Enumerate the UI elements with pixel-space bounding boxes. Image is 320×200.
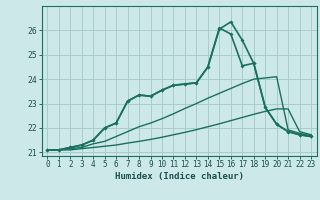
X-axis label: Humidex (Indice chaleur): Humidex (Indice chaleur): [115, 172, 244, 181]
